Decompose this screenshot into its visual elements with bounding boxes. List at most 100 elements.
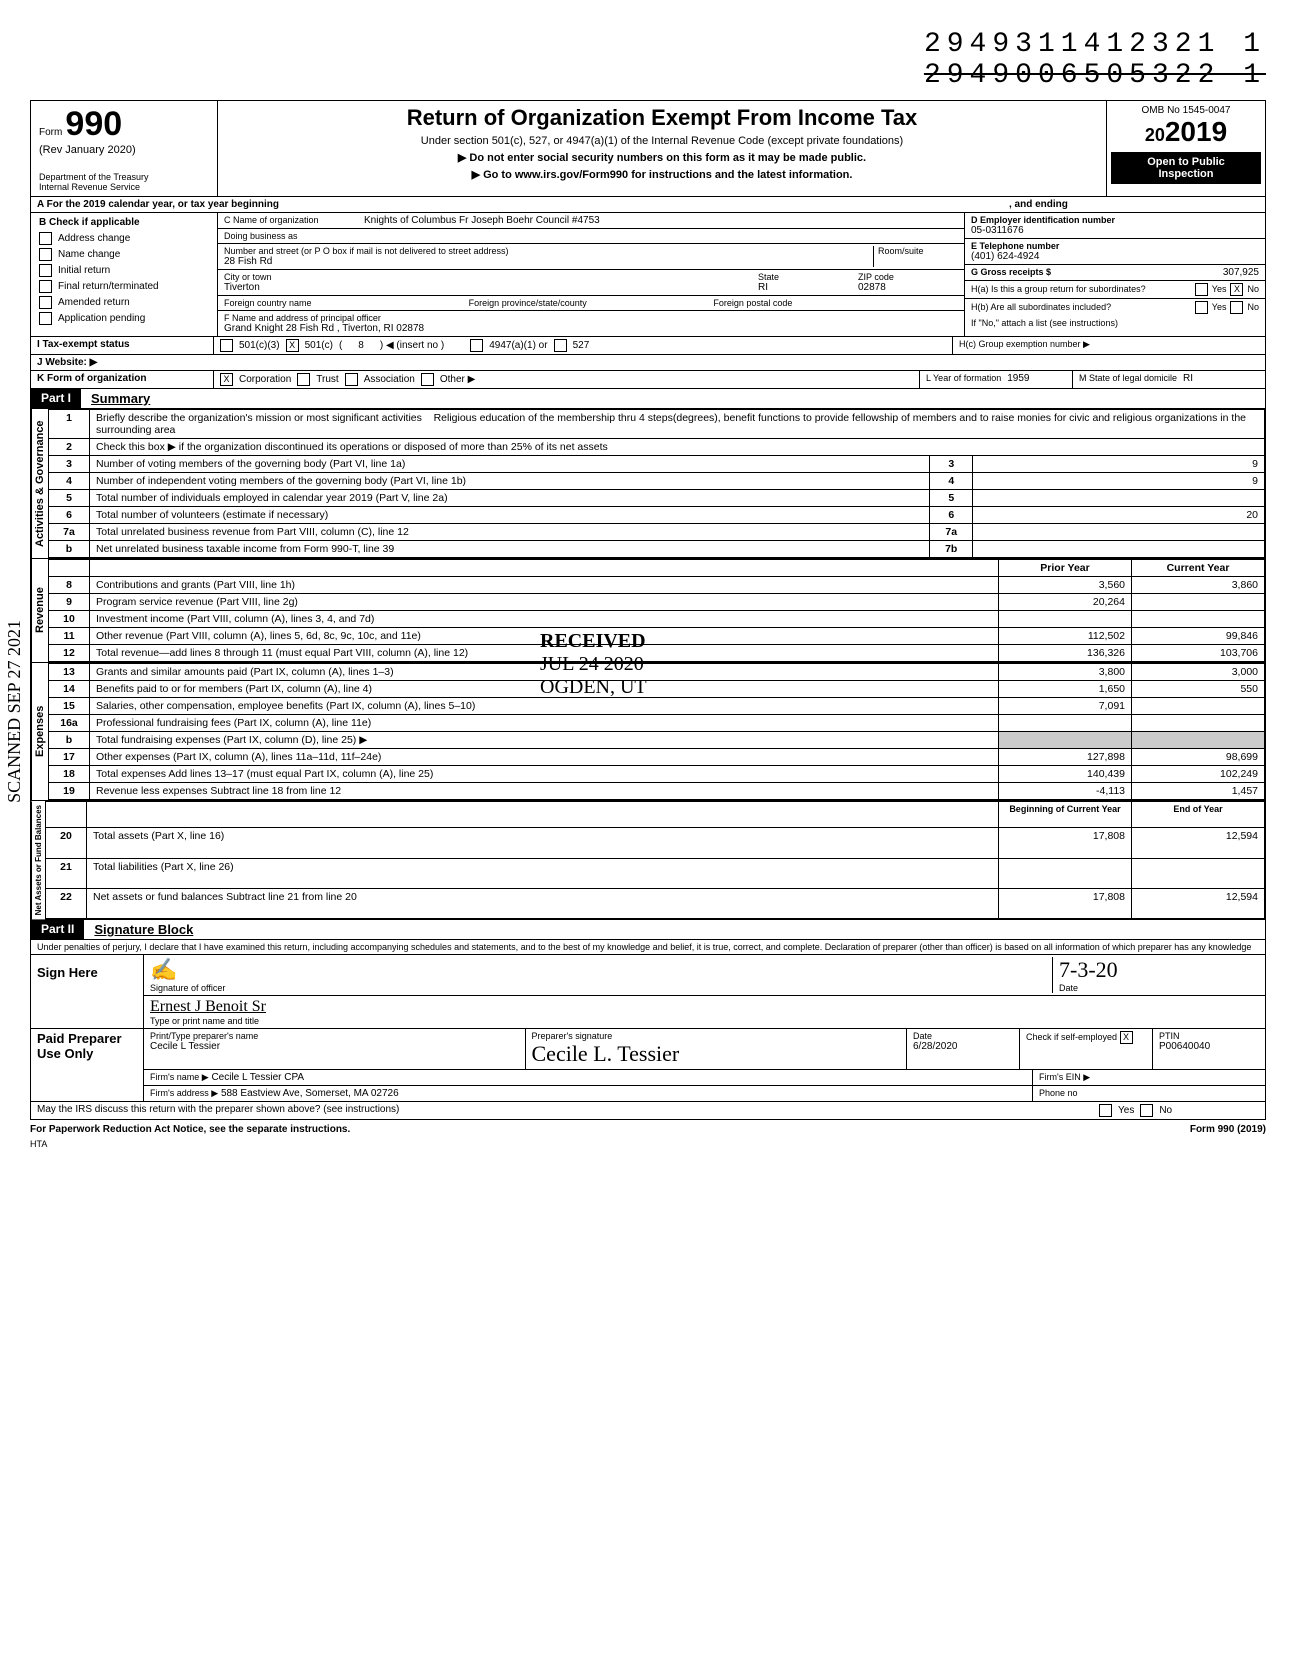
discuss-no[interactable] xyxy=(1140,1104,1153,1117)
part1-body: Activities & Governance 1Briefly describ… xyxy=(30,409,1266,559)
section-c: C Name of organizationKnights of Columbu… xyxy=(218,213,964,336)
room-label: Room/suite xyxy=(874,246,958,267)
footer-right: Form 990 (2019) xyxy=(1190,1124,1266,1135)
doc-id-2: 2949006505322 1 xyxy=(30,61,1266,92)
section-right: D Employer identification number05-03116… xyxy=(964,213,1265,336)
firm-ein-label: Firm's EIN ▶ xyxy=(1033,1070,1265,1085)
hb-note: If "No," attach a list (see instructions… xyxy=(965,316,1265,330)
chk-527[interactable] xyxy=(554,339,567,352)
foreign-country: Foreign country name xyxy=(224,298,469,308)
line-k-row: K Form of organization XCorporation Trus… xyxy=(30,371,1266,389)
form-header: Form 990 (Rev January 2020) Department o… xyxy=(30,100,1266,197)
perjury-text: Under penalties of perjury, I declare th… xyxy=(31,940,1257,954)
street-value: 28 Fish Rd xyxy=(224,256,873,267)
website-label: J Website: ▶ xyxy=(31,355,1265,370)
ptin-value: P00640040 xyxy=(1159,1041,1259,1052)
activities-label: Activities & Governance xyxy=(31,409,48,558)
discuss-yes[interactable] xyxy=(1099,1104,1112,1117)
chk-assoc[interactable] xyxy=(345,373,358,386)
chk-other[interactable] xyxy=(421,373,434,386)
org-name: Knights of Columbus Fr Joseph Boehr Coun… xyxy=(364,215,600,226)
document-id-numbers: 2949311412321 1 2949006505322 1 xyxy=(30,30,1266,92)
sig-date-label: Date xyxy=(1059,983,1259,993)
form-word: Form xyxy=(39,127,62,138)
irs-label: Internal Revenue Service xyxy=(39,182,209,192)
sig-officer-label: Signature of officer xyxy=(150,983,1052,993)
chk-self-employed[interactable]: X xyxy=(1120,1031,1133,1044)
501c-number: 8 xyxy=(348,340,374,351)
period-row: A For the 2019 calendar year, or tax yea… xyxy=(30,197,1266,213)
main-info-row: B Check if applicable Address change Nam… xyxy=(30,213,1266,337)
hc-label: H(c) Group exemption number ▶ xyxy=(952,337,1265,354)
state-value: RI xyxy=(758,282,858,293)
city-value: Tiverton xyxy=(224,282,758,293)
subtitle-1: Under section 501(c), 527, or 4947(a)(1)… xyxy=(226,135,1098,147)
firm-address: 588 Eastview Ave, Somerset, MA 02726 xyxy=(221,1088,399,1099)
voting-members: 9 xyxy=(973,455,1265,472)
preparer-signature: Cecile L. Tessier xyxy=(532,1041,901,1067)
chk-amended[interactable]: Amended return xyxy=(39,296,209,309)
section-b: B Check if applicable Address change Nam… xyxy=(31,213,218,336)
chk-pending[interactable]: Application pending xyxy=(39,312,209,325)
indep-members: 9 xyxy=(973,472,1265,489)
ha-no[interactable]: X xyxy=(1230,283,1243,296)
hb-label: H(b) Are all subordinates included? xyxy=(971,302,1191,312)
chk-name-change[interactable]: Name change xyxy=(39,248,209,261)
section-f: F Name and address of principal officer … xyxy=(218,311,964,336)
officer-signature: ✍ xyxy=(150,957,1052,983)
gross-value: 307,925 xyxy=(1223,267,1259,278)
chk-initial-return[interactable]: Initial return xyxy=(39,264,209,277)
part1-title: Part I xyxy=(31,389,81,408)
gross-label: G Gross receipts $ xyxy=(971,267,1223,278)
discuss-text: May the IRS discuss this return with the… xyxy=(31,1102,1093,1119)
foreign-postal: Foreign postal code xyxy=(713,298,958,308)
chk-final-return[interactable]: Final return/terminated xyxy=(39,280,209,293)
line-k-label: K Form of organization xyxy=(31,371,214,388)
paid-preparer-row: Paid Preparer Use Only Print/Type prepar… xyxy=(30,1029,1266,1102)
firm-phone-label: Phone no xyxy=(1033,1086,1265,1101)
hb-no[interactable] xyxy=(1230,301,1243,314)
preparer-date: 6/28/2020 xyxy=(913,1041,1013,1052)
period-begin-label: A For the 2019 calendar year, or tax yea… xyxy=(31,197,1003,212)
omb-number: OMB No 1545-0047 xyxy=(1111,105,1261,116)
doc-id-1: 2949311412321 1 xyxy=(30,30,1266,61)
netassets-label: Net Assets or Fund Balances xyxy=(31,801,45,919)
current-year-header: Current Year xyxy=(1132,559,1265,576)
sig-date-value: 7-3-20 xyxy=(1059,957,1259,983)
ein-label: D Employer identification number xyxy=(971,215,1259,225)
part2-header: Part II Signature Block xyxy=(30,920,1266,940)
ha-yes[interactable] xyxy=(1195,283,1208,296)
chk-address-change[interactable]: Address change xyxy=(39,232,209,245)
revenue-label: Revenue xyxy=(31,559,48,662)
officer-value: Grand Knight 28 Fish Rd , Tiverton, RI 0… xyxy=(224,323,958,334)
netassets-block: Net Assets or Fund Balances Beginning of… xyxy=(30,801,1266,920)
part2-subtitle: Signature Block xyxy=(84,920,203,939)
street-label: Number and street (or P O box if mail is… xyxy=(224,246,873,256)
chk-501c3[interactable] xyxy=(220,339,233,352)
line-i-label: I Tax-exempt status xyxy=(31,337,214,354)
officer-label: F Name and address of principal officer xyxy=(224,313,958,323)
footer-hta: HTA xyxy=(30,1139,1266,1149)
footer-row: For Paperwork Reduction Act Notice, see … xyxy=(30,1120,1266,1139)
chk-corp[interactable]: X xyxy=(220,373,233,386)
form-number: 990 xyxy=(65,105,122,143)
state-label: State xyxy=(758,272,858,282)
line-j-row: J Website: ▶ xyxy=(30,355,1266,371)
firm-name: Cecile L Tessier CPA xyxy=(211,1072,304,1083)
form-title: Return of Organization Exempt From Incom… xyxy=(226,105,1098,131)
org-name-label: C Name of organization xyxy=(224,215,364,226)
chk-4947[interactable] xyxy=(470,339,483,352)
type-name-label: Type or print name and title xyxy=(150,1016,1259,1026)
period-end-label: , and ending xyxy=(1003,197,1265,212)
subtitle-3: ▶ Go to www.irs.gov/Form990 for instruct… xyxy=(226,168,1098,181)
ha-label: H(a) Is this a group return for subordin… xyxy=(971,284,1191,294)
zip-label: ZIP code xyxy=(858,272,958,282)
expenses-block: Expenses 13Grants and similar amounts pa… xyxy=(30,663,1266,801)
sign-here-row: Sign Here ✍ Signature of officer 7-3-20 … xyxy=(30,955,1266,1029)
form-revision: (Rev January 2020) xyxy=(39,144,209,156)
hb-yes[interactable] xyxy=(1195,301,1208,314)
year-formation-label: L Year of formation xyxy=(926,373,1001,386)
phone-label: E Telephone number xyxy=(971,241,1259,251)
chk-trust[interactable] xyxy=(297,373,310,386)
chk-501c[interactable]: X xyxy=(286,339,299,352)
